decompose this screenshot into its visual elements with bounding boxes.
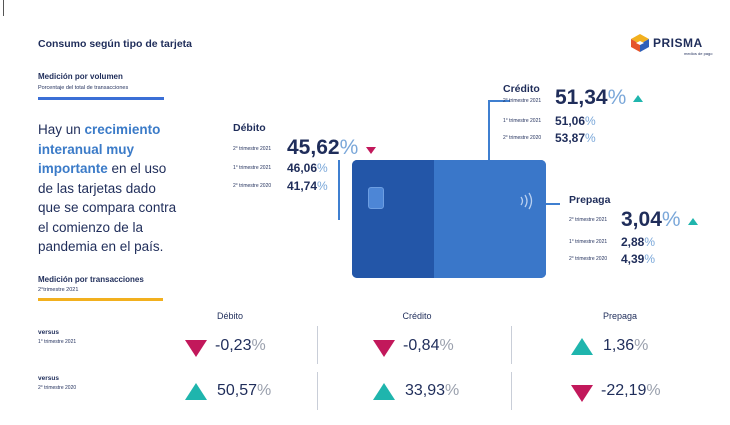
trend-up-icon [633,95,643,102]
debito-current-value: 45,62% [287,136,359,159]
column-separator [511,326,512,364]
row-label-versus: versus 1° trimestre 2021 [38,329,77,345]
trend-up-icon [571,338,593,355]
trend-up-icon [688,218,698,225]
brand-tagline: medios de pago [684,51,713,56]
transactions-underline [38,298,163,301]
brand-name: PRISMA [653,36,703,50]
prepaga-title: Prepaga [569,194,611,206]
credito-connector-v [488,100,490,160]
card-right-half [434,160,546,278]
headline-line-1: Hay un crecimiento [38,122,161,137]
margin-tick [3,0,4,16]
transactions-title: Medición por transacciones [38,275,144,284]
volume-subtitle: Porcentaje del total de transacciones [38,85,129,91]
debito-title: Débito [233,122,266,134]
prepaga-row-2: 1° trimestre 2021 2,88% [569,235,656,249]
prisma-logo-icon [631,34,649,52]
col-header-prepaga: Prepaga [602,311,638,321]
credito-row-2: 1° trimestre 2021 51,06% [503,114,596,128]
page-title: Consumo según tipo de tarjeta [38,38,193,50]
column-separator [317,372,318,410]
trend-down-icon [571,385,593,402]
trend-down-icon [373,340,395,357]
headline-line-5: que se compara contra [38,200,177,215]
volume-underline [38,97,164,100]
trend-up-icon [185,383,207,400]
card-illustration [352,160,546,278]
credito-connector-h [488,100,510,102]
debito-connector [338,160,340,220]
debito-row-2: 1° trimestre 2021 46,06% [233,161,328,175]
volume-title: Medición por volumen [38,72,123,81]
prepaga-current-value: 3,04% [621,208,681,231]
contactless-icon [520,192,533,210]
column-separator [511,372,512,410]
headline-line-4: de las tarjetas dado [38,180,156,196]
transactions-subtitle: 2°trimestre 2021 [38,287,79,293]
debito-row-1: 2° trimestre 2021 45,62% [233,136,383,160]
card-left-half [352,160,434,278]
credito-title: Crédito [503,83,540,95]
headline-line-6: el comienzo de la [38,219,144,235]
col-header-debito: Débito [216,311,243,321]
card-chip-icon [368,187,384,209]
prepaga-row-3: 2° trimestre 2020 4,39% [569,252,656,266]
headline-line-7: pandemia en el país. [38,239,164,254]
credito-current-value: 51,34% [555,86,627,109]
debito-row-3: 2° trimestre 2020 41,74% [233,179,328,193]
prepaga-row-1: 2° trimestre 2021 3,04% [569,208,719,232]
trend-down-icon [366,147,376,154]
credito-row-1: 2° trimestre 2021 51,34% [503,86,663,110]
column-separator [317,326,318,364]
trend-down-icon [185,340,207,357]
headline: Hay un crecimiento interanual muy import… [38,120,223,257]
headline-line-3: importante en el uso [38,161,167,176]
col-header-credito: Crédito [402,311,432,321]
row-label-versus: versus 2° trimestre 2020 [38,375,77,391]
headline-line-2: interanual muy [38,141,135,157]
brand-logo: PRISMA medios de pago [630,33,720,61]
trend-up-icon [373,383,395,400]
credito-row-3: 2° trimestre 2020 53,87% [503,131,596,145]
